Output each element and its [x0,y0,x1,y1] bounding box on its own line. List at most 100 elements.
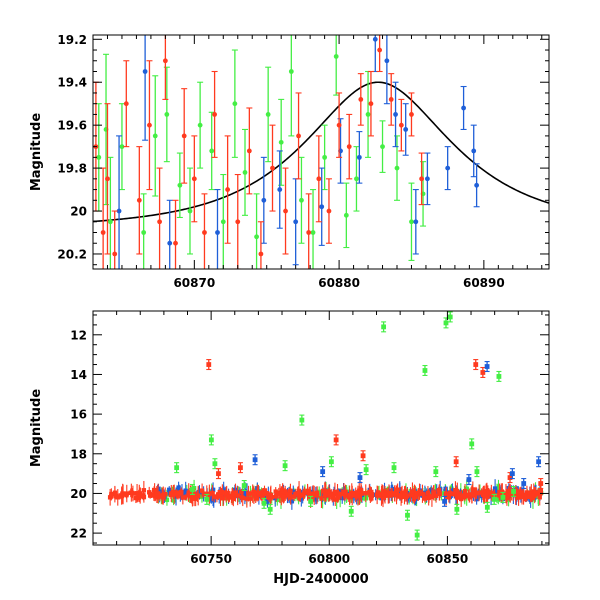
data-point [429,487,434,493]
data-point [408,492,413,497]
data-point [433,493,439,499]
data-point [329,492,334,498]
data-point [301,492,306,497]
data-point [109,493,114,498]
data-point [258,492,264,498]
series-green [95,35,427,269]
data-point [147,122,152,128]
data-point [221,496,226,501]
data-point [414,532,420,538]
data-point [176,491,182,496]
data-point [202,230,207,235]
data-point [193,496,198,501]
data-point [412,491,418,496]
data-point [357,475,363,480]
data-point [187,208,193,214]
data-point [204,496,210,502]
data-point [288,495,293,500]
data-point [443,320,449,326]
data-point [152,488,157,493]
data-point [459,493,464,498]
data-point [164,112,170,117]
data-point [326,491,332,496]
data-point [224,490,229,496]
data-point [375,493,380,498]
data-point [336,122,342,128]
data-point [244,496,250,501]
data-point [333,54,339,59]
y-axis-label: Magnitude [29,389,44,468]
data-point [462,488,468,494]
data-point [183,488,188,494]
data-point [380,144,385,150]
data-point [360,453,366,459]
data-point [252,457,258,463]
data-point [482,493,487,499]
data-point [509,471,515,477]
data-point [258,251,264,257]
data-point [296,133,301,139]
data-point [473,362,479,367]
data-point [168,492,174,498]
data-point [230,492,236,497]
data-point [225,495,231,500]
data-point [391,465,397,471]
data-point [293,219,299,225]
y-tick-label: 18 [70,447,87,461]
data-point [354,176,359,182]
data-point [466,493,471,498]
data-point [347,493,352,498]
data-point [388,97,394,102]
data-point [175,494,181,499]
data-point [232,487,238,493]
data-point [454,506,460,512]
data-point [405,512,410,518]
data-point [513,492,518,498]
top-panel-zoomed-light-curve: 60870 60880 60890 19.2 19.4 19.6 19.8 20 20.2 Mag… [29,33,550,290]
data-point [399,490,405,496]
data-point [256,490,261,496]
data-point [496,486,501,492]
x-tick-label: 60880 [318,276,360,290]
data-point [446,495,452,500]
data-point [425,490,431,496]
data-point [538,481,544,486]
data-point [536,459,542,465]
data-point [182,495,188,500]
data-point [448,491,453,497]
data-point [386,491,392,497]
data-point [212,494,217,499]
data-point [340,495,345,501]
data-point [112,490,118,495]
data-point [233,490,238,495]
data-point [394,165,400,171]
data-point [155,495,161,500]
data-point [453,459,459,465]
data-point [403,489,408,494]
data-point [308,498,314,504]
data-point [307,492,312,498]
series-blue [116,35,480,269]
data-point [305,488,310,494]
series-red [206,359,544,490]
data-point [107,219,113,225]
data-point [384,58,390,64]
data-point [195,494,200,499]
data-point [343,212,349,218]
data-point [476,490,482,495]
data-point [267,506,273,512]
data-point [141,488,147,493]
data-point [442,498,447,504]
data-point [142,69,148,74]
data-point [474,491,479,496]
data-point [447,314,453,320]
data-point [171,492,177,497]
data-point [320,469,326,475]
data-point [209,148,215,154]
data-point [409,219,414,225]
data-point [119,493,124,498]
data-point [296,488,302,494]
data-point [291,489,296,495]
bottom-panel-full-light-curve: 60750 60800 60850 12 14 16 18 20 22 Magnitude HJD-… [29,310,550,587]
data-point [191,176,197,182]
